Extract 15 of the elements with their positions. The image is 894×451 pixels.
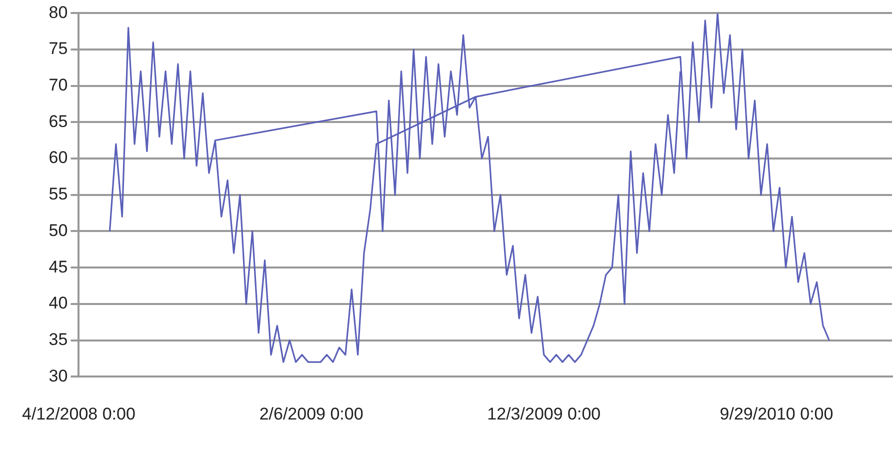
y-tick-label: 50 [48,220,68,240]
y-tick-label: 70 [48,76,68,95]
x-tick-label: 12/3/2009 0:00 [487,404,601,424]
y-tick-label: 35 [48,330,68,349]
y-tick-label: 80 [48,2,68,22]
y-tick-label: 30 [48,366,68,386]
x-tick-label: 9/29/2010 0:00 [720,404,834,424]
y-tick-label: 75 [48,39,68,58]
y-tick-label: 45 [48,257,68,276]
x-tick-label: 4/12/2008 0:00 [22,404,136,424]
y-tick-label: 60 [48,148,68,168]
y-tick-label: 40 [48,294,68,313]
y-tick-label: 65 [48,112,68,131]
x-tick-label: 2/6/2009 0:00 [259,404,364,424]
y-tick-label: 55 [48,184,68,204]
